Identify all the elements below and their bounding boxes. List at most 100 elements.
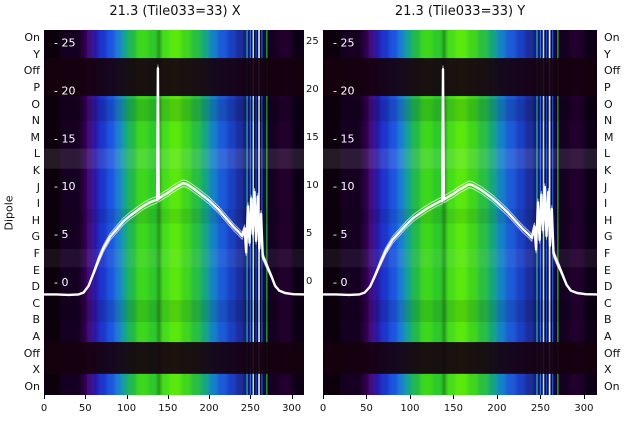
dipole-label-right: M (604, 130, 614, 144)
heatmap-band (516, 30, 526, 395)
dipole-label-left: Off (23, 64, 40, 78)
db-tick-label-right: 15 (306, 132, 319, 144)
dipole-label-right: E (604, 263, 611, 277)
dipole-label-right: K (604, 164, 612, 178)
x-tick-mark (291, 395, 293, 399)
db-tick-inner-label: - 25 (333, 36, 354, 49)
dipole-label-right: On (604, 31, 620, 45)
heatmap-band (368, 30, 375, 395)
x-tick-mark (85, 395, 87, 399)
heatmap-band (200, 30, 210, 395)
dipole-label-right: J (604, 180, 608, 194)
dipole-label-right: D (604, 280, 613, 294)
heatmap-band (380, 30, 390, 395)
dipole-label-right: On (604, 379, 620, 393)
x-tick-label: 100 (116, 403, 137, 414)
dipole-label-right: L (604, 147, 611, 161)
heatmap-band (81, 30, 88, 395)
db-tick-inner-label: - 15 (54, 132, 75, 145)
db-tick-inner-label: - 25 (54, 36, 75, 49)
x-tick-label: 300 (282, 403, 302, 414)
heatmap-band (443, 30, 447, 395)
dipole-label-left: G (31, 230, 40, 244)
heatmap-band (235, 30, 245, 395)
heatmap-band (106, 30, 116, 395)
x-tick-label: 250 (240, 403, 260, 414)
dipole-label-right: H (604, 213, 613, 227)
dipole-label-left: On (24, 379, 40, 393)
dipole-label-left: Y (33, 47, 40, 61)
db-tick-inner-label: - 5 (54, 228, 68, 241)
x-tick-label: 300 (574, 403, 594, 414)
off-row-band (323, 342, 597, 374)
heatmap-band (432, 30, 444, 395)
dipole-label-left: H (31, 213, 40, 227)
heatmap-band (121, 30, 129, 395)
dipole-label-right: B (604, 313, 612, 327)
spectrum-trace (323, 68, 597, 297)
x-tick-label: 250 (530, 403, 550, 414)
spectrum-trace (44, 67, 304, 297)
dipole-label-right: Y (604, 47, 611, 61)
row-shade (323, 148, 597, 169)
dipole-label-right: Off (604, 64, 621, 78)
dipole-label-left: X (32, 363, 40, 377)
heatmap-band (136, 30, 149, 395)
dipole-label-right: F (604, 246, 611, 260)
heatmap-band (291, 30, 304, 395)
dipole-label-right: Off (604, 346, 621, 360)
heatmap-band (467, 30, 479, 395)
dipole-label-left: K (32, 164, 40, 178)
x-tick-mark (167, 395, 169, 399)
dipole-label-right: I (604, 197, 608, 211)
off-row-band (323, 58, 597, 97)
heatmap-band (160, 30, 171, 395)
heatmap-band (227, 30, 237, 395)
heatmap-band (477, 30, 489, 395)
x-tick-mark (496, 395, 498, 399)
dipole-label-left: O (31, 97, 40, 111)
off-row-band (44, 58, 304, 97)
db-tick-inner-label: - 15 (333, 132, 354, 145)
x-tick-mark (209, 395, 211, 399)
heatmap-band (455, 30, 468, 395)
heatmap-band (190, 30, 202, 395)
dipole-label-left: M (30, 130, 41, 144)
dipole-label-right: C (604, 296, 612, 310)
heatmap-band (209, 30, 218, 395)
heatmap-band (389, 30, 399, 395)
row-shade (323, 99, 597, 122)
dipole-label-right: G (604, 230, 613, 244)
dipole-label-left: I (36, 197, 40, 211)
heatmap-band (323, 30, 341, 395)
x-tick-label: 0 (319, 403, 327, 414)
heatmap-band (583, 30, 597, 395)
heatmap-band (265, 30, 280, 395)
row-shade (44, 208, 304, 224)
dipole-label-left: On (24, 31, 40, 45)
db-tick-label-right: 20 (306, 84, 319, 96)
dipole-label-right: N (604, 114, 613, 128)
x-tick-mark (409, 395, 411, 399)
x-tick-label: 50 (360, 403, 373, 414)
dipole-label-left: C (32, 296, 40, 310)
db-tick-inner-label: - 0 (333, 276, 347, 289)
dipole-label-left: L (33, 147, 40, 161)
dipole-label-right: X (604, 363, 612, 377)
x-tick-label: 150 (443, 403, 464, 414)
x-tick-label: 200 (199, 403, 219, 414)
x-tick-label: 200 (487, 403, 507, 414)
heatmap-band (86, 30, 93, 395)
heatmap-panel-x: - 25 - 20 - 15 - 10 - 5 - 0 (44, 30, 304, 395)
db-tick-inner-label: - 10 (333, 180, 354, 193)
db-tick-inner-label: - 20 (333, 84, 354, 97)
heatmap-band (148, 30, 159, 395)
db-tick-label-right: 25 (306, 36, 319, 48)
dipole-label-left: B (32, 313, 40, 327)
heatmap-band (181, 30, 192, 395)
off-row-band (44, 342, 304, 374)
x-tick-label: 50 (78, 403, 92, 414)
x-tick-mark (366, 395, 368, 399)
dipole-label-left: Off (23, 346, 40, 360)
